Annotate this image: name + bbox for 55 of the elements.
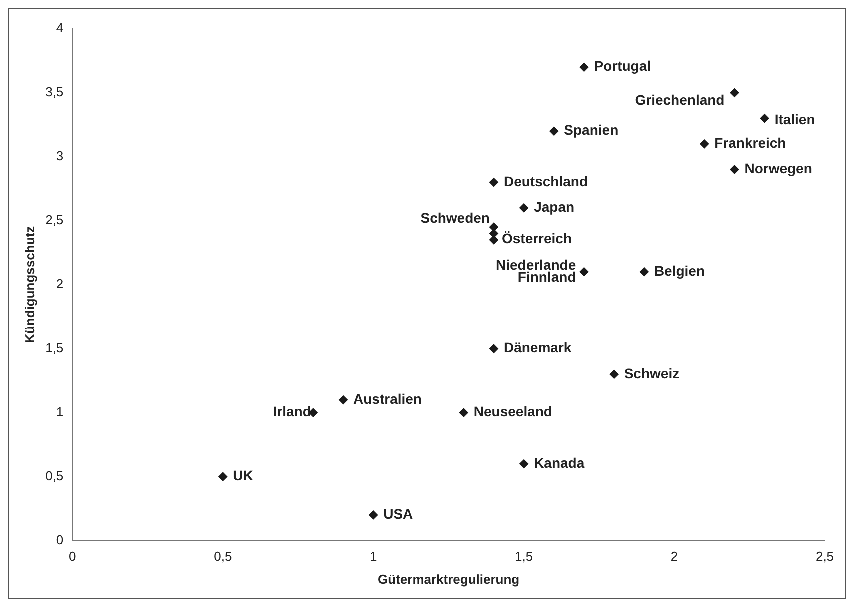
annotation: Frankreich	[714, 135, 786, 152]
annotation: Norwegen	[744, 160, 812, 177]
annotation: Spanien	[564, 122, 619, 138]
point	[489, 236, 498, 245]
point	[610, 370, 619, 379]
annotation: Belgien	[654, 262, 706, 279]
point	[339, 396, 348, 405]
annotation: Deutschland	[504, 173, 588, 190]
point	[700, 140, 710, 149]
y-axis-title: Kündigungsschutz	[22, 226, 38, 344]
point	[489, 344, 498, 354]
annotation: Italien	[774, 111, 816, 128]
annotation: Schweiz	[624, 365, 680, 382]
point	[580, 62, 589, 72]
y-tick-label: 4	[56, 20, 64, 36]
y-tick-label: 0,5	[46, 468, 64, 484]
point	[369, 510, 378, 520]
y-tick-label: 1	[56, 404, 64, 420]
point	[730, 165, 740, 174]
point	[520, 204, 529, 213]
annotation: Irland	[273, 404, 312, 420]
annotation: Neuseeland	[474, 404, 552, 420]
y-tick-label: 3,5	[46, 84, 64, 100]
y-tick-label: 2	[56, 276, 64, 292]
point	[730, 88, 740, 98]
y-tick-label: 3	[56, 148, 64, 164]
point	[218, 472, 228, 482]
y-tick-label: 1,5	[46, 340, 64, 356]
annotation: Griechenland	[635, 92, 725, 108]
x-tick-label: 1,5	[515, 549, 534, 564]
annotation: Japan	[534, 198, 575, 215]
x-tick-label: 0	[69, 549, 76, 564]
annotation: Schweden	[420, 210, 490, 226]
point	[760, 114, 770, 124]
x-tick-label: 1	[370, 549, 378, 564]
y-tick-label: 0	[56, 532, 64, 548]
point	[640, 268, 649, 277]
annotation: Niederlande	[496, 256, 576, 273]
annotation: Dänemark	[504, 340, 572, 356]
x-tick-label: 2,5	[816, 549, 834, 564]
point	[580, 268, 589, 277]
annotation: UK	[233, 468, 254, 484]
annotation: Australien	[354, 390, 422, 407]
point	[489, 178, 498, 188]
point	[520, 460, 529, 469]
x-tick-label: 0,5	[214, 549, 232, 564]
annotation: Österreich	[502, 230, 572, 247]
x-tick-label: 2	[670, 549, 678, 564]
annotation: Portugal	[594, 58, 652, 74]
y-tick-label: 2,5	[46, 212, 64, 228]
x-axis-title: Gütermarktregulierung	[378, 572, 520, 587]
point	[459, 408, 468, 418]
point	[550, 126, 559, 136]
annotation: USA	[384, 506, 414, 522]
annotation: Kanada	[534, 454, 585, 471]
